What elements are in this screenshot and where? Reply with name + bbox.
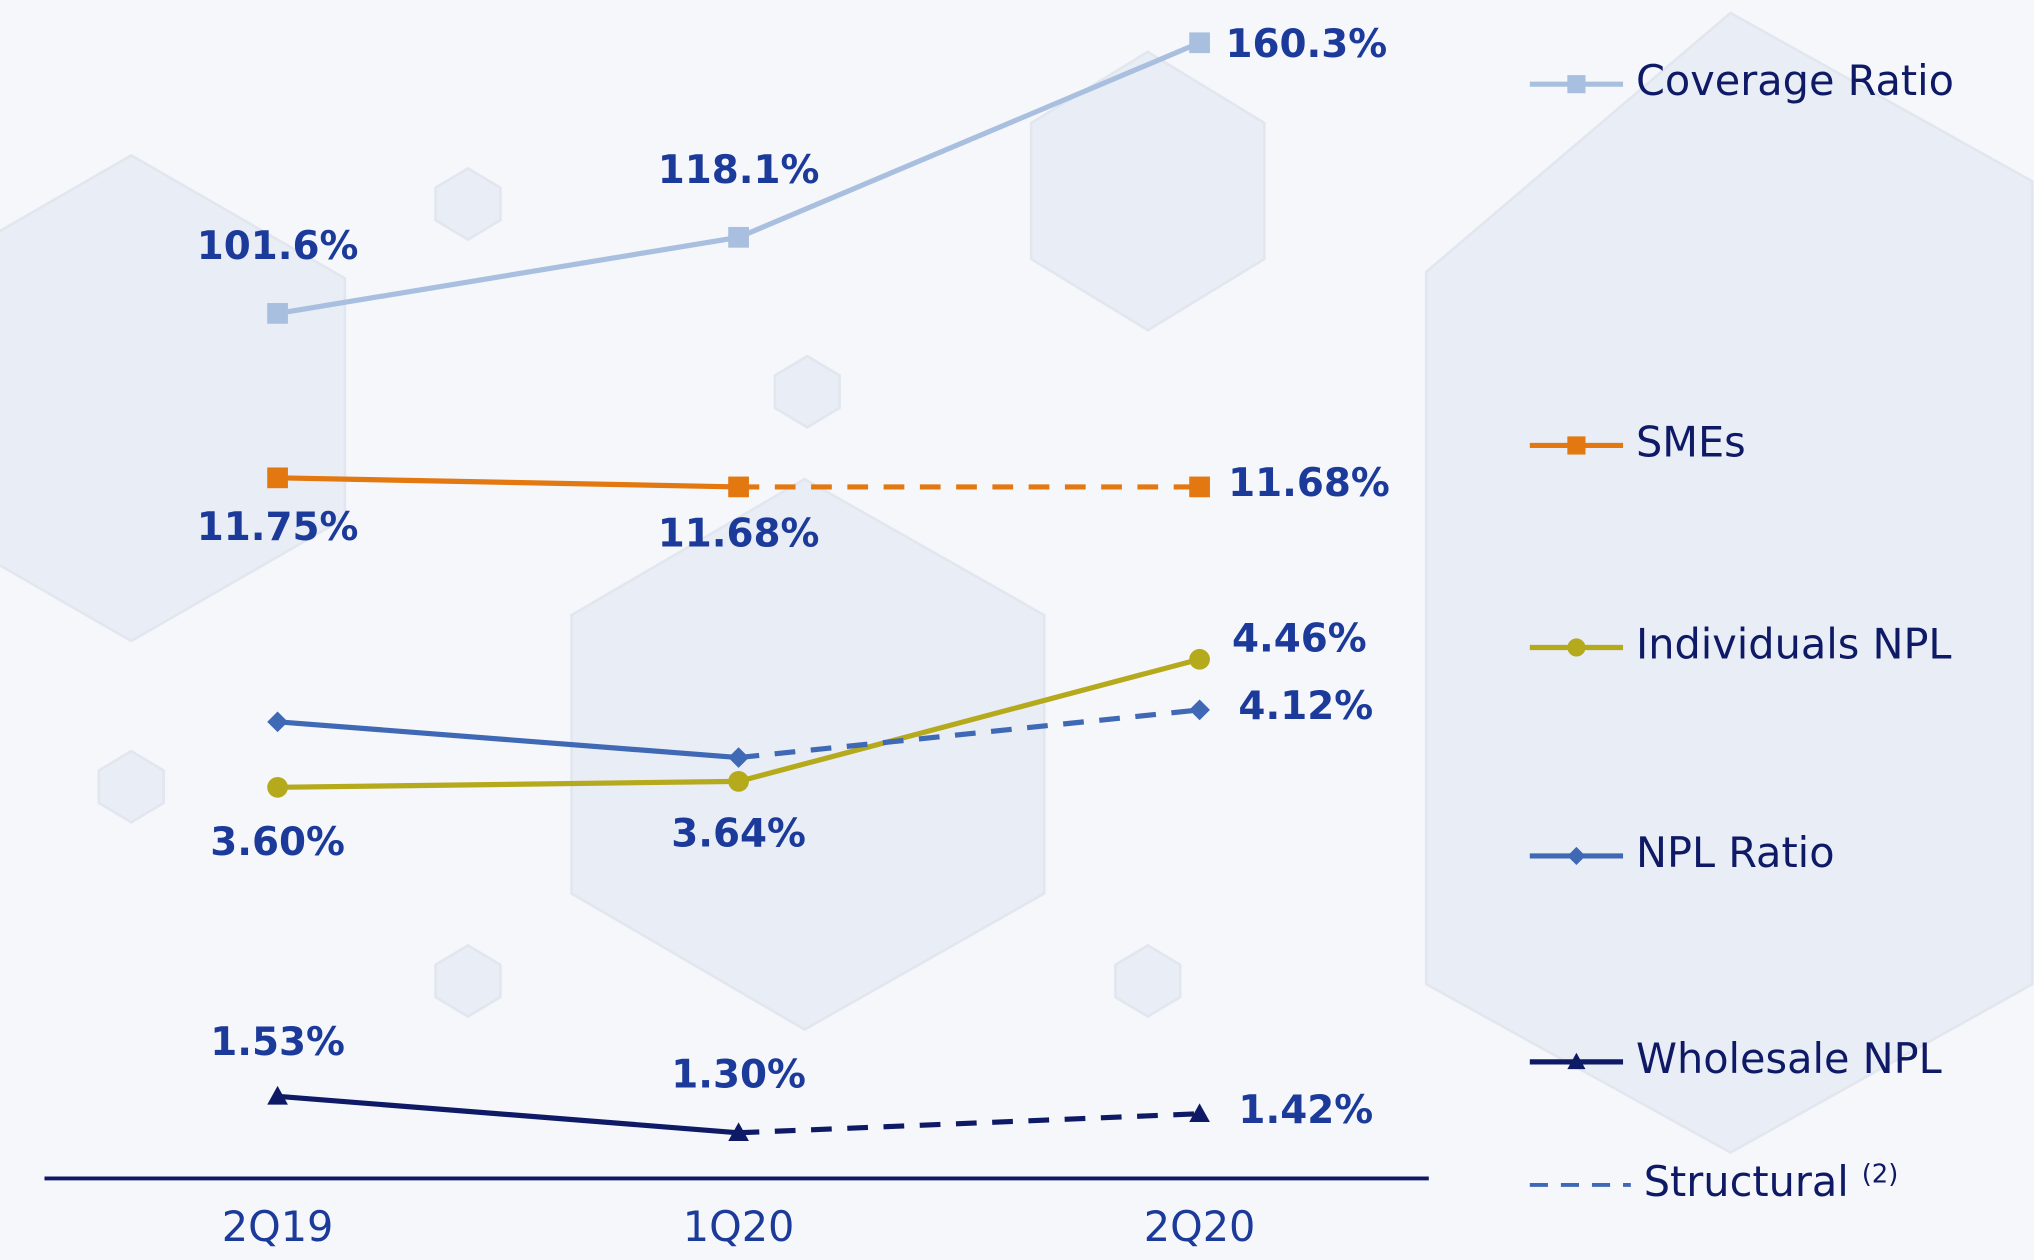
point [728, 1122, 749, 1142]
data-label: 11.68% [1228, 461, 1390, 506]
data-label: 11.68% [658, 512, 820, 557]
data-label: 160.3% [1225, 22, 1387, 67]
point [1189, 32, 1210, 54]
point [267, 303, 288, 324]
point [728, 771, 749, 792]
legend-label: Structural (2) [1644, 1158, 1899, 1206]
x-tick-label: 2Q20 [1144, 1203, 1256, 1251]
background-hexagons [0, 11, 2034, 1154]
data-label: 4.46% [1232, 617, 1367, 662]
point [1189, 648, 1210, 670]
legend-label: NPL Ratio [1636, 829, 1835, 877]
line [277, 475, 739, 490]
point [267, 711, 288, 733]
point [1189, 699, 1210, 721]
point [1567, 846, 1586, 866]
line [277, 1093, 739, 1136]
data-label: 1.30% [671, 1053, 806, 1098]
data-label: 1.42% [1238, 1088, 1373, 1133]
point [1189, 1103, 1210, 1123]
point [728, 476, 749, 498]
legend-label: SMEs [1636, 418, 1746, 466]
point [267, 1085, 288, 1105]
legend-label: Wholesale NPL [1636, 1035, 1942, 1083]
x-tick-label: 2Q19 [222, 1203, 334, 1251]
point [1567, 1052, 1586, 1070]
point [267, 467, 288, 489]
point [1567, 436, 1586, 455]
data-label: 118.1% [658, 148, 820, 193]
point [1189, 476, 1210, 498]
x-tick-label: 1Q20 [683, 1203, 795, 1251]
point [728, 747, 749, 768]
structural-line [738, 707, 1200, 761]
legend-note: (2) [1862, 1159, 1899, 1189]
data-label: 101.6% [197, 224, 359, 269]
line [277, 719, 739, 761]
data-label: 1.53% [210, 1020, 345, 1065]
point [728, 226, 749, 248]
point [267, 776, 288, 798]
data-label: 4.12% [1238, 684, 1373, 729]
data-label: 11.75% [197, 505, 359, 550]
structural-line [738, 1111, 1200, 1136]
legend-label: Individuals NPL [1636, 620, 1952, 668]
point [1567, 75, 1586, 94]
point [1567, 638, 1586, 657]
data-label: 3.64% [671, 811, 806, 856]
legend-label-text: Structural [1644, 1158, 1849, 1206]
legend-label: Coverage Ratio [1636, 57, 1954, 105]
data-label: 3.60% [210, 820, 345, 865]
